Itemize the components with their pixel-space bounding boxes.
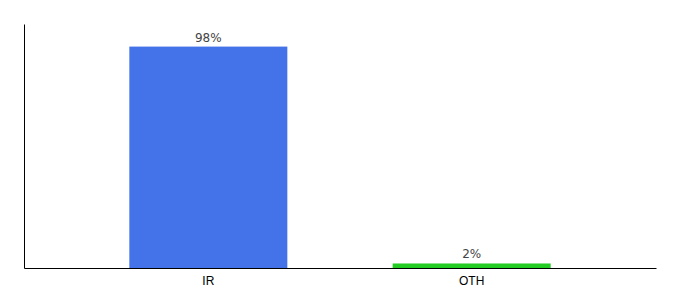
- data-label: 98%: [195, 31, 222, 45]
- bar: [129, 47, 287, 268]
- chart: IR OTH 98% 2%: [0, 0, 680, 300]
- bar: [393, 263, 551, 268]
- x-axis-line: [25, 268, 657, 269]
- y-axis: [24, 25, 25, 269]
- x-tick-label: OTH: [459, 274, 484, 288]
- bars: [129, 47, 550, 268]
- x-axis: IR OTH: [25, 269, 657, 288]
- data-label: 2%: [462, 247, 481, 261]
- y-axis-line: [24, 25, 25, 269]
- x-tick-label: IR: [202, 274, 214, 288]
- x-tick: IR: [202, 274, 214, 288]
- data-labels: 98% 2%: [195, 31, 481, 262]
- plot: IR OTH 98% 2%: [25, 25, 657, 288]
- x-tick: OTH: [459, 274, 484, 288]
